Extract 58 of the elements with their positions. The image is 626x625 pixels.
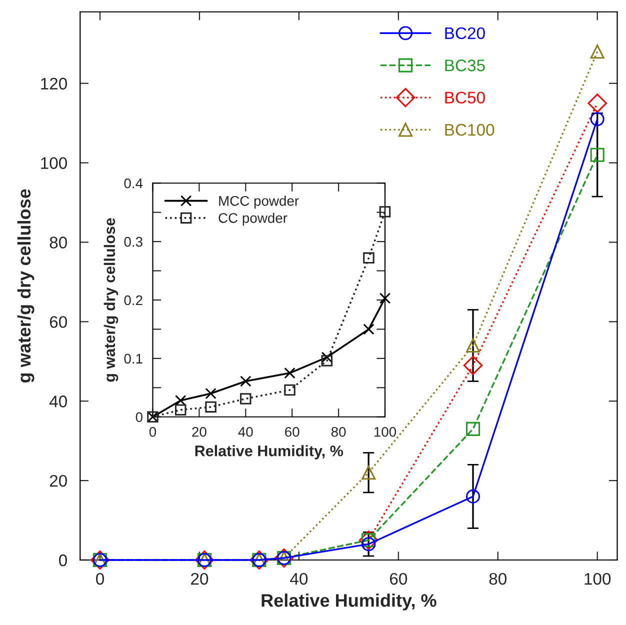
point <box>284 367 296 379</box>
y-tick-label: 0.1 <box>124 354 142 364</box>
y-tick-label: 0.2 <box>124 295 142 306</box>
x-tick-label: 20 <box>192 426 206 437</box>
point <box>174 404 186 416</box>
y-tick-label: 0.4 <box>124 178 143 188</box>
point <box>174 394 186 406</box>
x-tick-label: 100 <box>374 426 396 437</box>
y-tick-label: 20 <box>50 474 67 487</box>
x-tick-label: 80 <box>489 572 506 585</box>
x-tick-label: 60 <box>390 572 408 585</box>
point <box>463 356 483 375</box>
point <box>590 44 604 59</box>
legend-label: MCC powder <box>219 196 299 209</box>
point <box>363 252 374 264</box>
point <box>466 489 480 504</box>
x-tick-label: 0 <box>149 426 156 437</box>
point <box>363 324 374 335</box>
y-axis-title: g water/g dry cellulose <box>17 189 34 383</box>
point <box>205 401 216 413</box>
y-tick-label: 60 <box>50 316 67 328</box>
legend-label: BC100 <box>445 124 494 136</box>
point <box>466 422 480 436</box>
y-tick-label: 100 <box>41 157 67 170</box>
y-tick-label: 80 <box>50 236 67 248</box>
point <box>362 466 376 480</box>
point <box>284 384 296 396</box>
point <box>379 292 391 304</box>
legend-label: CC powder <box>218 212 288 226</box>
point <box>590 112 604 126</box>
y-axis-title: g water/g dry cellulose <box>104 218 118 382</box>
point <box>590 148 604 162</box>
legend-label: BC20 <box>445 27 485 40</box>
y-tick-label: 0 <box>136 412 142 422</box>
x-tick-label: 40 <box>238 426 253 437</box>
x-tick-label: 40 <box>290 572 308 585</box>
point <box>240 376 252 387</box>
x-tick-label: 0 <box>96 572 104 585</box>
legend-label: BC35 <box>445 60 485 72</box>
x-tick-label: 80 <box>331 426 346 437</box>
y-tick-label: 40 <box>49 396 67 408</box>
point <box>588 94 607 113</box>
point <box>379 206 391 218</box>
y-tick-label: 0.3 <box>124 236 142 247</box>
x-tick-label: 60 <box>285 426 300 437</box>
y-tick-label: 120 <box>41 78 67 90</box>
x-tick-label: 20 <box>191 572 208 585</box>
point <box>321 352 333 363</box>
point <box>205 388 216 400</box>
point <box>321 355 333 366</box>
x-axis-title: Relative Humidity, % <box>262 594 436 610</box>
x-tick-label: 100 <box>584 572 611 585</box>
y-tick-label: 0 <box>59 554 67 566</box>
point <box>358 530 378 550</box>
point <box>240 393 252 404</box>
legend-label: BC50 <box>445 92 485 104</box>
point <box>466 338 480 353</box>
x-axis-title: Relative Humidity, % <box>195 445 344 460</box>
